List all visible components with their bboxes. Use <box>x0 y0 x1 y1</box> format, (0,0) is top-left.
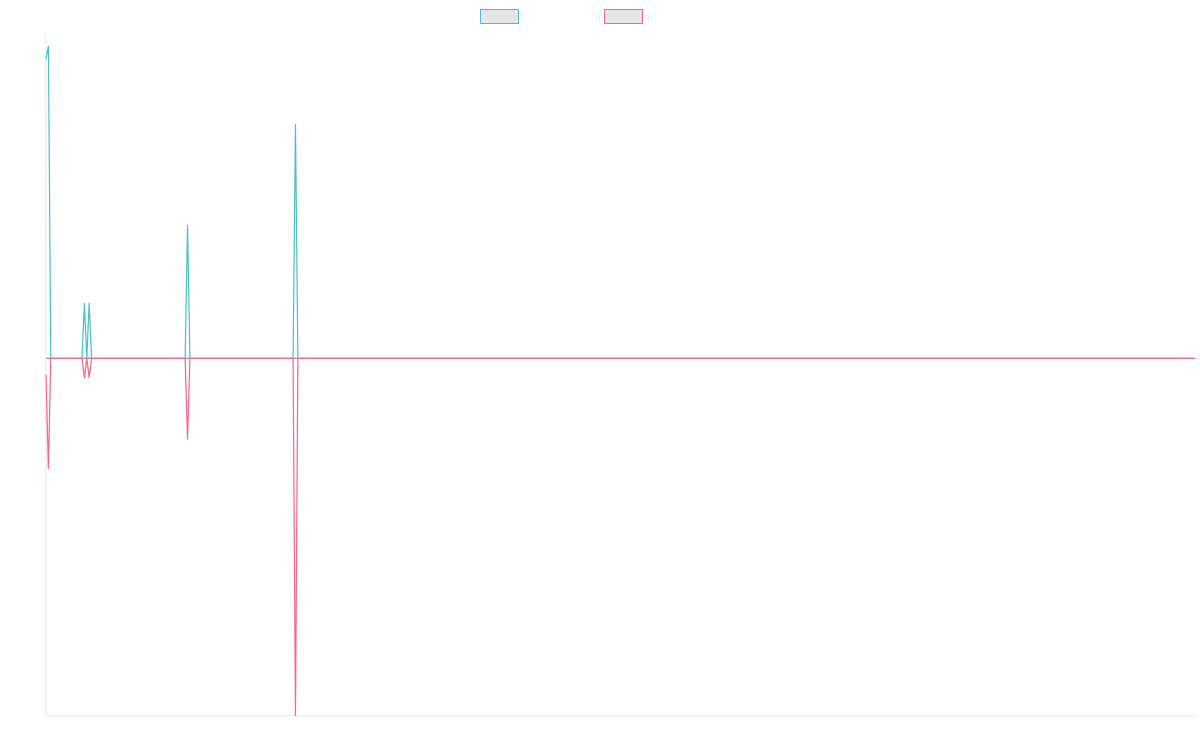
chart-legend <box>0 9 1200 27</box>
series-line-2[interactable] <box>45 357 1195 717</box>
series-line-1[interactable] <box>45 45 1195 359</box>
legend-swatch-series-2 <box>604 9 643 24</box>
legend-item-series-1[interactable] <box>480 9 525 24</box>
series-layer <box>45 45 1195 717</box>
legend-item-series-2[interactable] <box>604 9 649 24</box>
legend-swatch-series-1 <box>480 9 519 24</box>
